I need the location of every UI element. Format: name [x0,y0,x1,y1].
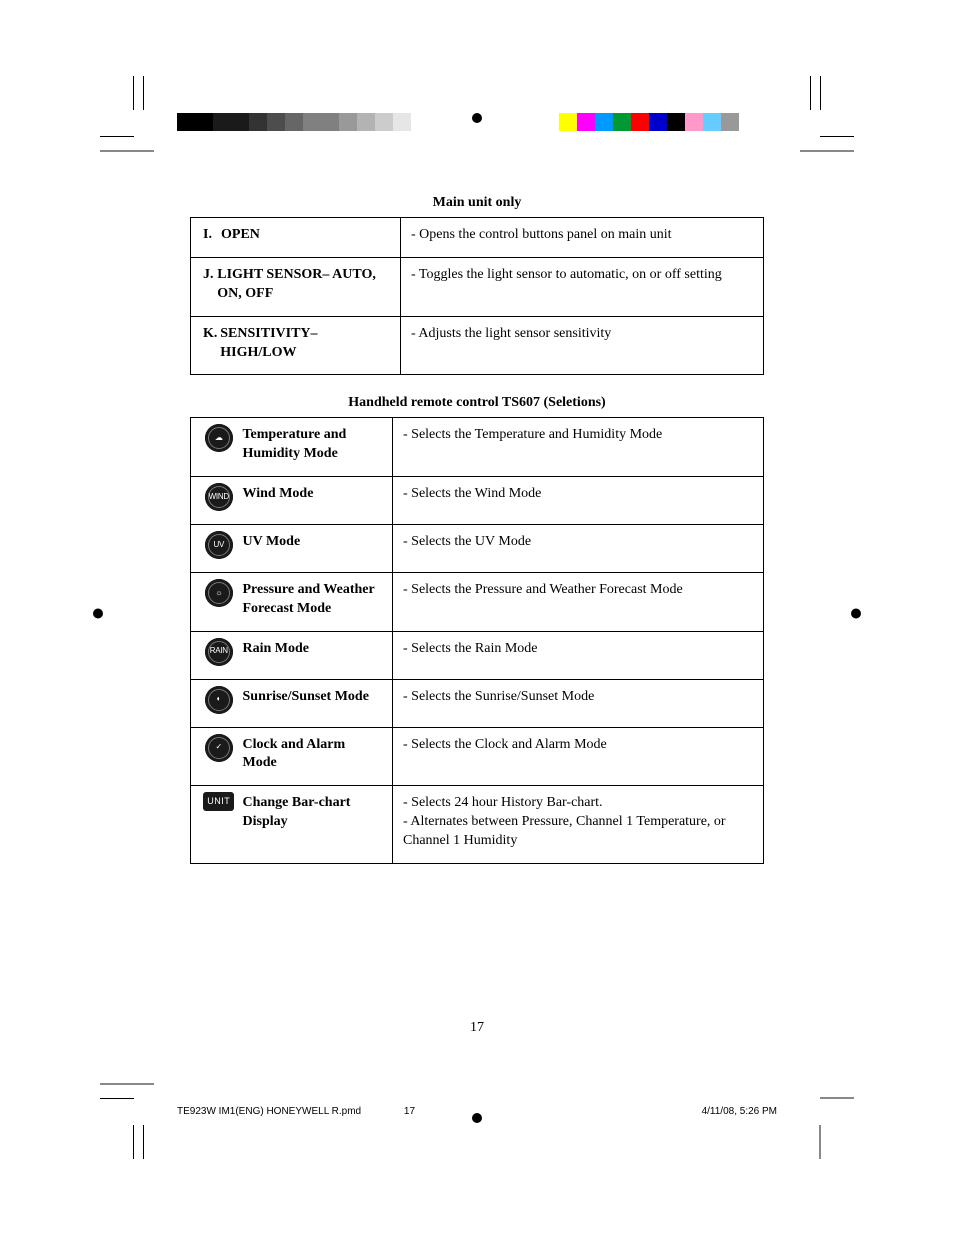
wind-icon: WIND [191,477,243,525]
mode-label: Clock and Alarm Mode [243,727,393,786]
pressure-icon: ☼ [191,573,243,632]
mode-label: Rain Mode [243,631,393,679]
main-unit-table: I.OPEN - Opens the control buttons panel … [190,217,764,375]
mode-label: Sunrise/Sunset Mode [243,679,393,727]
item-letter: K. [203,325,220,363]
mode-desc: - Selects the Clock and Alarm Mode [393,727,764,786]
mode-desc: - Selects the Rain Mode [393,631,764,679]
rain-icon: RAIN [191,631,243,679]
registration-mark-left [88,604,108,629]
clock-icon: ✓ [191,727,243,786]
footer-page: 17 [404,1106,415,1117]
item-letter: J. [203,266,217,304]
mode-desc: - Selects the Wind Mode [393,477,764,525]
item-label: OPEN [221,226,260,245]
item-letter: I. [203,226,221,245]
footer: TE923W IM1(ENG) HONEYWELL R.pmd 17 4/11/… [177,1106,777,1117]
mode-label: UV Mode [243,525,393,573]
color-bar [541,113,739,131]
unit-icon: UNIT [191,786,243,864]
mode-desc: - Selects the UV Mode [393,525,764,573]
mode-label: Temperature and Humidity Mode [243,418,393,477]
section-title-remote: Handheld remote control TS607 (Seletions… [190,395,764,411]
registration-mark-top [467,108,487,133]
item-desc: - Toggles the light sensor to automatic,… [401,257,764,316]
item-label: LIGHT SENSOR– AUTO, ON, OFF [217,266,390,304]
registration-mark-right [846,604,866,629]
item-label: SENSITIVITY– HIGH/LOW [220,325,390,363]
mode-label: Wind Mode [243,477,393,525]
mode-label: Pressure and Weather Forecast Mode [243,573,393,632]
mode-desc: - Selects 24 hour History Bar-chart.- Al… [393,786,764,864]
grayscale-bar [177,113,429,131]
item-desc: - Opens the control buttons panel on mai… [401,218,764,258]
item-desc: - Adjusts the light sensor sensitivity [401,316,764,375]
uv-icon: UV [191,525,243,573]
mode-desc: - Selects the Sunrise/Sunset Mode [393,679,764,727]
mode-label: Change Bar-chart Display [243,786,393,864]
mode-desc: - Selects the Temperature and Humidity M… [393,418,764,477]
sun-icon: ◐ [191,679,243,727]
section-title-main-unit: Main unit only [190,195,764,211]
page-number: 17 [0,1020,954,1036]
footer-filename: TE923W IM1(ENG) HONEYWELL R.pmd [177,1106,361,1117]
footer-datetime: 4/11/08, 5:26 PM [702,1106,777,1117]
temp-humidity-icon: ☁ [191,418,243,477]
mode-desc: - Selects the Pressure and Weather Forec… [393,573,764,632]
remote-table: ☁Temperature and Humidity Mode- Selects … [190,417,764,864]
